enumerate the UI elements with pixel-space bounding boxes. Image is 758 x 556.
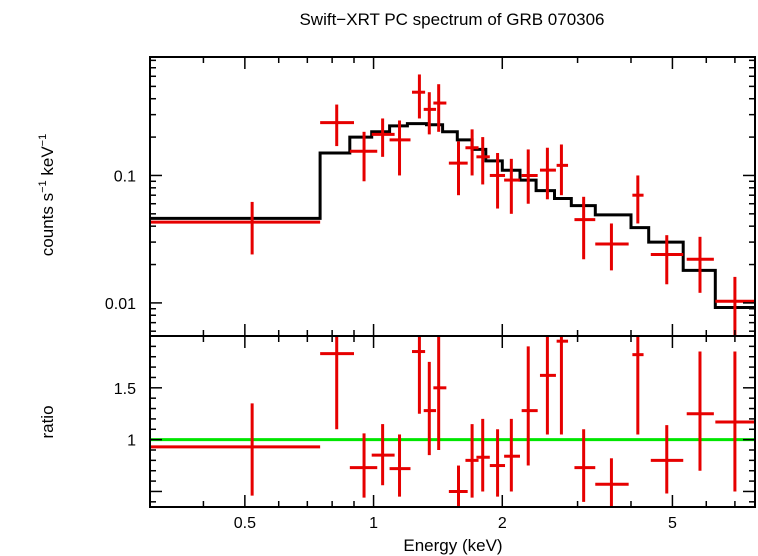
spectrum-point-1 [150,201,321,255]
spectrum-point-6 [412,74,426,119]
ratio-panel [149,335,756,508]
y-axis-label-ratio: ratio [38,405,57,438]
ratio-point-21 [686,351,714,471]
ratio-point-10 [465,424,479,498]
model-layer [150,122,755,309]
ratio-point-19 [632,336,644,435]
spectrum-point-10 [465,129,479,176]
spectrum-frame [149,56,756,337]
model-step-line [150,122,755,309]
spectrum-panel [149,56,756,337]
spectrum-point-2 [320,104,355,147]
spectrum-point-12 [489,153,506,209]
ratio-point-8 [433,336,447,450]
spectrum-point-22 [715,276,755,336]
ratio-y-tick-label: 1 [127,433,136,450]
x-tick-label: 0.5 [234,515,256,532]
ratio-point-12 [489,429,506,497]
spectrum-point-18 [595,223,629,271]
spectrum-point-20 [650,235,684,285]
ratio-point-6 [412,336,426,414]
spectrum-point-16 [556,144,569,196]
x-axis-label: Energy (keV) [403,536,502,555]
y-tick-labels: 0.01 0.1 1 1.5 [105,168,136,449]
ratio-point-5 [389,434,411,497]
ratio-data-layer [150,336,755,507]
spectrum-point-9 [448,141,468,196]
chart-title: Swift−XRT PC spectrum of GRB 070306 [299,10,604,29]
ratio-point-16 [556,336,569,435]
x-tick-label: 5 [668,515,677,532]
ratio-point-11 [476,418,490,492]
ratio-point-2 [320,336,355,430]
spectrum-point-7 [423,92,437,135]
data-layer [150,74,755,336]
ratio-point-13 [504,418,520,492]
spectrum-ticks [149,57,755,336]
spectrum-y-tick-label: 0.01 [105,296,136,313]
spectrum-point-3 [349,131,378,182]
spectrum-point-17 [574,196,596,260]
ratio-point-4 [371,424,395,486]
spectrum-point-15 [539,147,556,200]
ratio-y-tick-label: 1.5 [114,381,136,398]
ratio-point-22 [715,351,755,492]
ratio-point-17 [574,429,596,502]
spectrum-point-13 [504,158,520,214]
x-tick-label: 2 [498,515,507,532]
spectrum-point-11 [476,137,490,185]
spectrum-point-14 [521,149,538,204]
ratio-ticks [149,335,755,507]
ratio-point-14 [521,346,538,466]
ratio-point-7 [423,361,437,456]
spectrum-point-19 [632,175,644,224]
ratio-point-20 [650,425,684,494]
spectrum-point-4 [371,118,395,157]
ratio-point-3 [349,433,378,498]
ratio-point-18 [595,458,629,507]
ratio-point-15 [539,336,556,435]
y-axis-label-spectrum: counts s−1 keV−1 [37,134,57,256]
spectrum-point-21 [686,236,714,293]
spectrum-y-tick-label: 0.1 [114,168,136,185]
x-tick-label: 1 [369,515,378,532]
ratio-point-1 [150,403,321,496]
ratio-point-9 [448,465,468,506]
spectrum-point-5 [389,120,411,176]
ratio-frame [149,335,756,508]
spectrum-point-8 [433,84,447,132]
x-tick-labels: 0.5 1 2 5 [234,515,677,532]
